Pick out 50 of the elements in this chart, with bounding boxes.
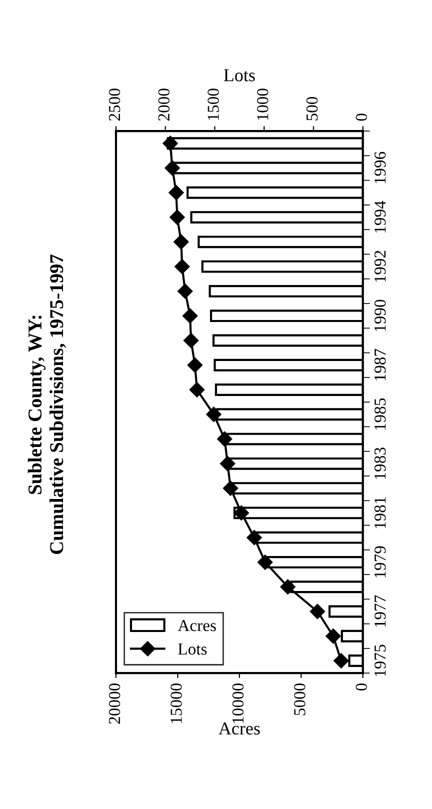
legend-label: Acres [178,620,216,632]
point [258,554,273,570]
y-tick-label: 1983 [374,448,386,479]
x-tick-label: 15000 [170,683,182,724]
x2-tick-label: 1000 [257,88,268,120]
x2-axis-title: Lots [224,69,255,82]
text: Sublette County, WY: [28,316,46,494]
point [174,234,189,250]
y-tick-label: 1981 [374,497,386,528]
point [162,136,178,151]
x-tick-label: 10000 [232,683,244,724]
y-tick-label: 1996 [374,152,386,184]
point [170,210,185,225]
y-tick-label: 1977 [374,595,386,627]
point [183,332,199,348]
x-tick-label: 0 [356,683,368,691]
x2-tick-label: 2500 [108,88,120,121]
text: Cumulative Subdivisions, 1975-1997 [50,254,66,554]
point [280,579,296,594]
x2-tick-label: 0 [356,114,368,121]
point [220,456,236,472]
x-axis-title: Acres [218,722,260,735]
point [217,431,232,447]
x2-tick-label: 1500 [208,88,219,120]
point [246,530,262,546]
y-tick-label: 1987 [374,348,386,380]
x2-tick-label: 500 [306,96,318,120]
point [178,284,193,299]
point [182,308,198,324]
point [326,628,341,644]
y-tick-label: 1990 [374,300,386,332]
x-tick-label: 20000 [108,683,120,724]
point [187,358,203,373]
point [222,480,238,496]
y-tick-label: 1992 [374,250,386,282]
point [168,185,184,200]
point [234,505,249,521]
y-tick-label: 1975 [374,644,386,676]
y-tick-label: 1985 [374,398,386,430]
y-tick-label: 1979 [374,546,386,578]
x2-tick-label: 2000 [158,88,170,121]
legend-label: Lots [178,644,207,655]
point [334,653,349,668]
point [310,604,326,620]
y-tick-label: 1994 [374,200,386,232]
x-tick-label: 5000 [294,683,306,716]
point [164,160,180,176]
point [189,382,205,398]
point [174,258,190,274]
point [206,406,222,422]
